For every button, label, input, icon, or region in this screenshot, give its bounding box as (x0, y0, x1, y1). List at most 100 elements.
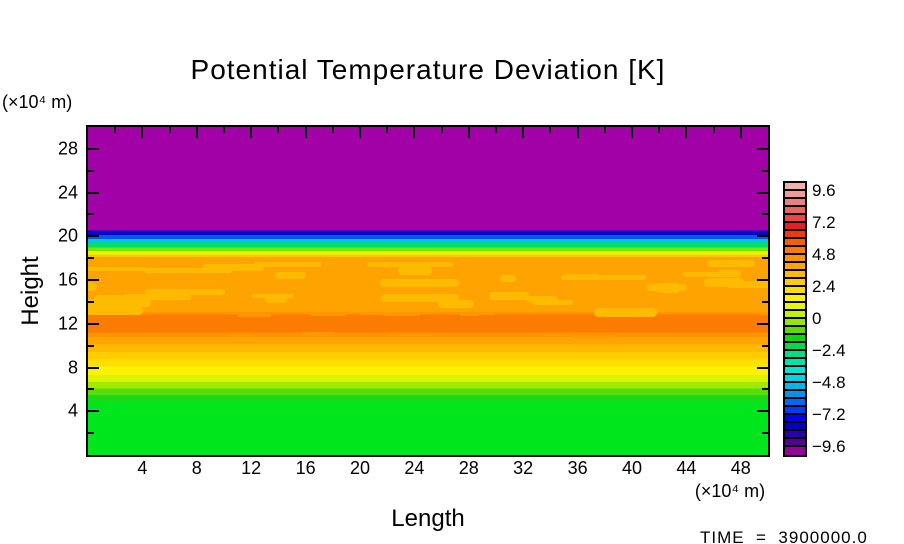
tick-mark (576, 127, 579, 138)
colorbar-cell (785, 359, 805, 367)
contour-blob (275, 272, 306, 279)
tick-mark (250, 127, 253, 138)
y-tick-label: 12 (57, 313, 78, 334)
tick-mark (762, 169, 768, 172)
tick-mark (762, 388, 768, 391)
colorbar-cell (785, 335, 805, 343)
tick-mark (359, 127, 361, 138)
tick-mark (195, 127, 198, 138)
colorbar-cell (785, 367, 805, 375)
contour-edge-dash (311, 313, 345, 316)
tick-mark (522, 127, 525, 138)
colorbar-cell (785, 223, 805, 231)
tick-mark (304, 127, 307, 138)
tick-mark (440, 127, 443, 133)
tick-mark (739, 127, 742, 138)
tick-mark (331, 127, 334, 133)
contour-blob (144, 268, 232, 273)
contour-edge-dash (469, 312, 495, 315)
tick-mark (757, 191, 768, 194)
colorbar-cell (785, 255, 805, 263)
tick-mark (114, 127, 117, 133)
contour-blob (489, 292, 529, 300)
contour-edge-dash (387, 333, 432, 336)
x-tick-label: 48 (730, 458, 751, 478)
colorbar-tick-label: −2.4 (812, 341, 846, 360)
tick-mark (757, 235, 768, 238)
contour-blob (88, 299, 151, 307)
y-tick-label: 16 (57, 269, 78, 290)
x-tick-label: 16 (295, 458, 316, 478)
tick-mark (88, 213, 94, 216)
y-axis-unit-label: (×10⁴ m) (2, 92, 73, 112)
contour-blob (594, 308, 657, 317)
contour-edge-dash (460, 313, 479, 316)
tick-mark (762, 432, 768, 435)
tick-mark (757, 279, 768, 282)
heatmap-plot-area (88, 127, 768, 455)
x-tick-label: 36 (567, 458, 588, 478)
colorbar-cell (785, 423, 805, 431)
colorbar-tick-label: 2.4 (812, 277, 836, 296)
tick-mark (88, 279, 99, 282)
x-tick-label: 32 (513, 458, 534, 478)
colorbar-cell (785, 247, 805, 255)
contour-blob (566, 274, 599, 280)
contour-edge-dash (359, 312, 405, 315)
tick-mark (168, 127, 171, 133)
contour-edge-dash (561, 333, 576, 336)
tick-mark (88, 257, 94, 260)
x-tick-label: 24 (404, 458, 425, 478)
tick-mark (631, 127, 633, 138)
contour-blob (380, 279, 459, 287)
tick-mark (495, 127, 497, 133)
tick-mark (762, 344, 768, 347)
colorbar-tick-label: −7.2 (812, 405, 846, 424)
contour-blob (123, 294, 191, 300)
time-label: TIME = 3900000.0 (700, 528, 868, 544)
contour-edge-dash (572, 335, 614, 338)
tick-mark (762, 257, 768, 260)
tick-mark (88, 410, 99, 413)
tick-mark (223, 127, 225, 133)
colorbar-cell (785, 391, 805, 399)
colorbar-cell (785, 311, 805, 319)
colorbar-cell (785, 303, 805, 311)
y-tick-label: 4 (67, 400, 78, 421)
colorbar-cell (785, 319, 805, 327)
contour-blob (252, 294, 293, 298)
colorbar-tick-label: 9.6 (812, 181, 836, 200)
contour-blob (561, 275, 646, 280)
tick-mark (762, 213, 768, 216)
colorbar-cell (785, 375, 805, 383)
contour-blob (265, 295, 287, 303)
tick-mark (88, 344, 94, 347)
tick-mark (386, 127, 389, 133)
colorbar-cell (785, 351, 805, 359)
colorbar-cell (785, 215, 805, 223)
contour-edge-dash (301, 332, 334, 335)
colorbar-tick-label: −4.8 (812, 373, 846, 392)
tick-mark (88, 191, 99, 194)
contour-blob (254, 262, 322, 267)
tick-mark (88, 432, 94, 435)
chart-title: Potential Temperature Deviation [K] (190, 54, 666, 85)
colorbar-cell (785, 399, 805, 407)
colorbar-cell (785, 279, 805, 287)
colorbar-cell (785, 271, 805, 279)
colorbar (783, 181, 807, 457)
x-tick-label: 20 (349, 458, 371, 478)
x-axis-unit-label: (×10⁴ m) (694, 481, 766, 501)
tick-mark (88, 300, 94, 303)
tick-mark (757, 366, 768, 369)
contour-blob (532, 300, 573, 305)
colorbar-cell (785, 287, 805, 295)
tick-mark (88, 147, 99, 150)
tick-mark (88, 366, 99, 369)
y-tick-label: 8 (67, 357, 78, 378)
y-tick-label: 24 (57, 182, 78, 203)
contour-blob (88, 267, 146, 271)
tick-mark (603, 127, 606, 133)
contour-blob (656, 283, 681, 293)
colorbar-cell (785, 207, 805, 215)
